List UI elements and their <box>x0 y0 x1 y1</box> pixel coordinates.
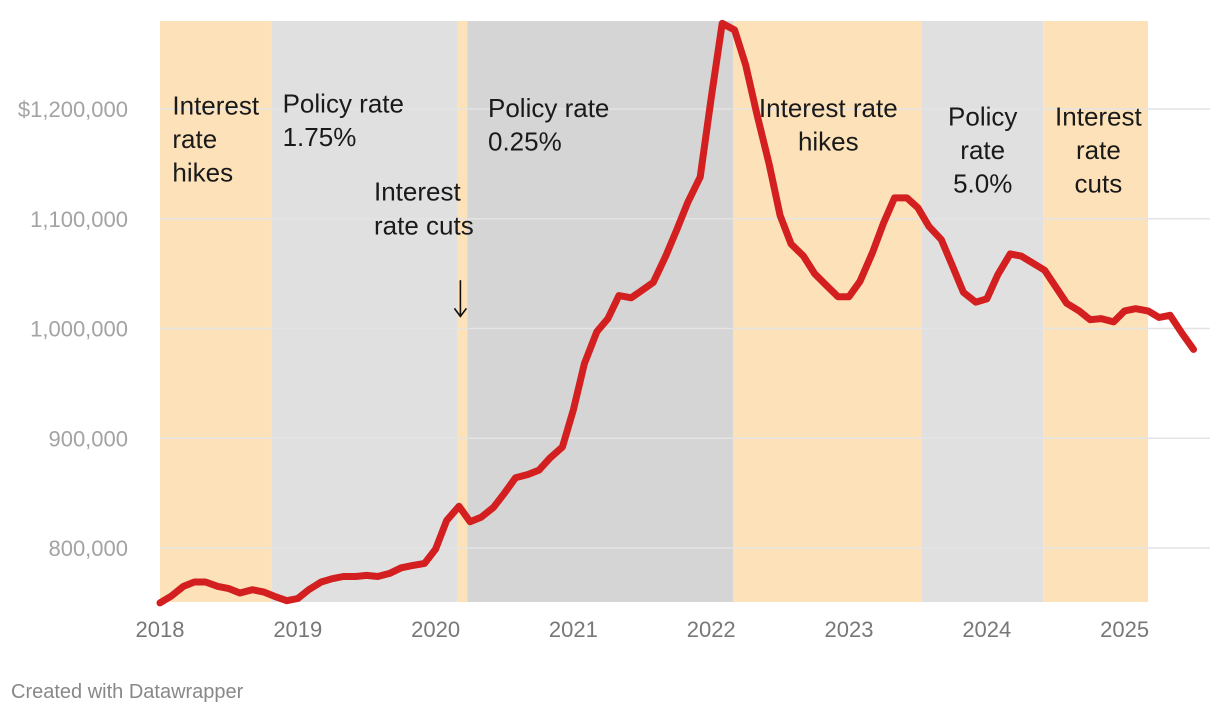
band-rate-change-0 <box>160 21 272 602</box>
band-rate-change-4 <box>733 21 922 602</box>
x-tick-label: 2022 <box>687 617 736 642</box>
y-tick-label: 1,100,000 <box>30 207 128 232</box>
rate-cuts-annotation: Interest rate cuts <box>374 176 474 318</box>
y-tick-label: 800,000 <box>48 536 128 561</box>
series-lines <box>156 19 1197 607</box>
band-label-3: Policy rate 0.25% <box>488 93 609 156</box>
policy-period-bands <box>160 21 1148 602</box>
band-label-6: Interest rate cuts <box>1055 102 1142 199</box>
x-tick-label: 2024 <box>962 617 1011 642</box>
gridlines <box>160 108 1210 549</box>
x-tick-label: 2021 <box>549 617 598 642</box>
band-hold-1 <box>271 21 458 602</box>
annotation-arrow-head <box>453 307 468 318</box>
band-label-5: Policy rate 5.0% <box>948 102 1017 199</box>
annotation-text: Interest rate cuts <box>374 176 474 240</box>
x-tick-label: 2019 <box>273 617 322 642</box>
band-rate-change-2 <box>457 21 468 602</box>
band-label-4: Interest rate hikes <box>759 93 898 156</box>
y-axis-tick-labels: 800,000 900,000 1,000,000 1,100,000 $1,200,0… <box>18 97 128 561</box>
band-labels: Interest rate hikes Policy rate 1.75% Policy … <box>172 89 1142 199</box>
datawrapper-credit: Created with Datawrapper <box>11 681 244 703</box>
x-tick-label: 2025 <box>1100 617 1149 642</box>
x-tick-label: 2023 <box>825 617 874 642</box>
y-tick-label: 900,000 <box>48 426 128 451</box>
band-hold-5 <box>922 21 1044 602</box>
y-tick-label: 1,000,000 <box>30 317 128 342</box>
x-axis-tick-labels: 2018 2019 2020 2021 2022 2023 2024 2025 <box>136 617 1150 642</box>
band-label-0: Interest rate hikes <box>172 91 259 188</box>
x-tick-label: 2020 <box>411 617 460 642</box>
x-tick-label: 2018 <box>136 617 185 642</box>
series-line-home-price <box>156 19 1197 607</box>
y-tick-label: $1,200,000 <box>18 97 128 122</box>
band-hold-dark-3 <box>467 21 734 602</box>
band-label-1: Policy rate 1.75% <box>283 89 404 153</box>
